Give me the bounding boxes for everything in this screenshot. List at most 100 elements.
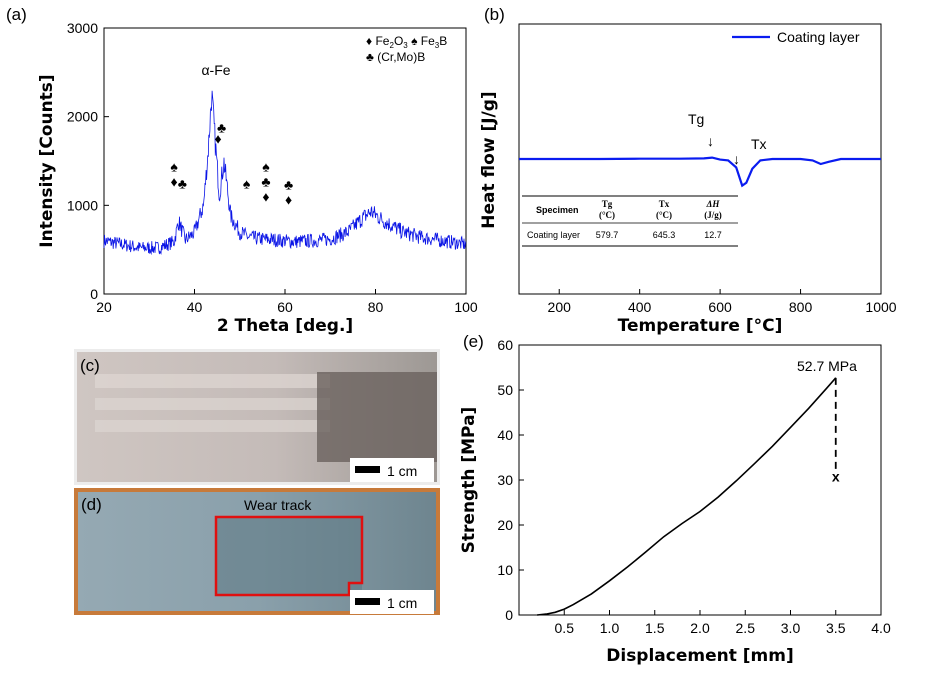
peak-marker-symbol: ♣: [217, 120, 226, 136]
tg-label: Tg: [688, 111, 704, 127]
legend-crmob-text: (Cr,Mo)B: [377, 50, 425, 64]
tg-arrow: ↓: [707, 133, 714, 149]
x-tick-label: 2.5: [736, 620, 756, 636]
panel-label-d: (d): [81, 495, 102, 514]
x-tick-label: 600: [708, 299, 732, 315]
legend-spade-symbol: ♠: [411, 34, 418, 48]
panel-label-c: (c): [80, 356, 100, 375]
table-header-tx: Tx: [659, 199, 670, 209]
y-tick-label: 40: [497, 427, 513, 443]
photo-d-scale-bar: [355, 598, 380, 605]
xrd-plot-frame: [103, 27, 467, 295]
wear-track-label: Wear track: [244, 497, 312, 513]
peak-marker-symbol: ♦: [285, 191, 292, 207]
x-tick-label: 20: [96, 299, 112, 315]
photo-c-dark-region: [317, 372, 437, 462]
strength-chart: (e) 0.5 1.0 1.5 2.0 2.5 3.0 3.5 4.0 0 10 20 30 40 50 6…: [459, 332, 891, 666]
y-tick-label: 60: [497, 337, 513, 353]
peak-marker-symbol: ♣: [284, 176, 293, 192]
panel-label-a: (a): [6, 5, 27, 24]
y-tick-label: 50: [497, 382, 513, 398]
dsc-ticks: 200 400 600 800 1000: [548, 289, 897, 315]
photo-c-scale-label: 1 cm: [387, 463, 417, 479]
dsc-y-axis-label: Heat flow [J/g]: [479, 91, 499, 228]
legend-diamond-symbol: ♦: [366, 34, 372, 48]
dsc-chart: (b) 200 400 600 800 1000 Coating layer Tg ↓ …: [479, 5, 897, 336]
x-tick-label: 1000: [865, 299, 896, 315]
table-header-dh: ΔH: [706, 199, 721, 209]
dsc-series-line: [519, 156, 881, 188]
photo-c-stripe: [95, 398, 330, 410]
peak-marker-symbol: ♠: [243, 175, 251, 191]
table-header-tg: Tg: [602, 199, 613, 209]
tx-label: Tx: [751, 136, 767, 152]
peak-marker-symbol: ♣: [261, 174, 270, 190]
x-tick-label: 40: [187, 299, 203, 315]
xrd-legend: ♦ Fe2O3 ♠ Fe3B ♣ (Cr,Mo)B: [366, 34, 447, 64]
peak-marker-symbol: ♦: [171, 174, 178, 190]
y-tick-label: 0: [505, 607, 513, 623]
x-tick-label: 60: [277, 299, 293, 315]
wear-track-outline: [214, 515, 364, 597]
peak-marker-symbol: ♦: [214, 130, 221, 146]
table-unit-dh: (J/g): [704, 210, 722, 220]
y-tick-label: 20: [497, 517, 513, 533]
photo-d: Wear track 1 cm (d): [74, 488, 440, 615]
x-tick-label: 3.5: [826, 620, 846, 636]
x-tick-label: 400: [628, 299, 652, 315]
xrd-peak-markers: ♠♦ ♣♣♦♠♠♣♦♣♦: [170, 120, 293, 208]
x-tick-label: 3.0: [781, 620, 801, 636]
xrd-y-axis-label: Intensity [Counts]: [37, 74, 57, 247]
xrd-x-axis-label: 2 Theta [deg.]: [217, 316, 353, 336]
y-tick-label: 10: [497, 562, 513, 578]
table-unit-tg: (°C): [599, 210, 615, 220]
x-tick-label: 80: [368, 299, 384, 315]
xrd-series-line: [103, 90, 466, 256]
table-cell-tx: 645.3: [653, 230, 676, 240]
panel-label-b: (b): [484, 5, 505, 24]
table-unit-tx: (°C): [656, 210, 672, 220]
photo-d-scale-label: 1 cm: [387, 595, 417, 611]
table-cell-tg: 579.7: [596, 230, 619, 240]
dsc-legend-label: Coating layer: [777, 29, 860, 45]
peak-marker-symbol: ♠: [262, 159, 270, 175]
y-tick-label: 1000: [67, 197, 98, 213]
dsc-x-axis-label: Temperature [°C]: [618, 316, 783, 336]
photo-c-stripe: [95, 374, 330, 388]
table-header-specimen: Specimen: [536, 205, 579, 215]
panel-label-e: (e): [463, 332, 484, 351]
failure-marker: x: [832, 469, 840, 485]
legend-fe2o3-text: Fe2O3: [375, 34, 411, 50]
tx-arrow: ↓: [733, 151, 740, 167]
peak-marker-symbol: ♦: [262, 189, 269, 205]
peak-strength-label: 52.7 MPa: [797, 358, 857, 374]
photo-c-scale-bar: [355, 466, 380, 473]
xrd-legend-line-1: ♦ Fe2O3 ♠ Fe3B: [366, 34, 447, 50]
strength-y-axis-label: Strength [MPa]: [459, 407, 479, 554]
strength-plot-frame: [518, 344, 882, 616]
x-tick-label: 200: [548, 299, 572, 315]
strength-series-line: [537, 377, 837, 616]
x-tick-label: 4.0: [871, 620, 891, 636]
photo-c: 1 cm (c): [74, 349, 440, 485]
x-tick-label: 800: [789, 299, 813, 315]
x-tick-label: 2.0: [690, 620, 710, 636]
xrd-legend-line-2: ♣ (Cr,Mo)B: [366, 50, 425, 64]
y-tick-label: 0: [90, 286, 98, 302]
table-cell-dh: 12.7: [704, 230, 722, 240]
x-tick-label: 1.0: [600, 620, 620, 636]
photo-d-wear-surface: [216, 517, 362, 595]
peak-marker-symbol: ♣: [178, 175, 187, 191]
dsc-summary-table: Specimen Tg (°C) Tx (°C) ΔH (J/g) Coatin…: [522, 195, 738, 247]
legend-fe3b-text: Fe3B: [417, 34, 447, 50]
peak-marker-symbol: ♠: [170, 159, 178, 175]
y-tick-label: 30: [497, 472, 513, 488]
table-cell-specimen: Coating layer: [527, 230, 580, 240]
photo-c-stripe: [95, 420, 330, 432]
y-tick-label: 3000: [67, 20, 98, 36]
strength-x-axis-label: Displacement [mm]: [606, 646, 794, 666]
x-tick-label: 100: [454, 299, 478, 315]
